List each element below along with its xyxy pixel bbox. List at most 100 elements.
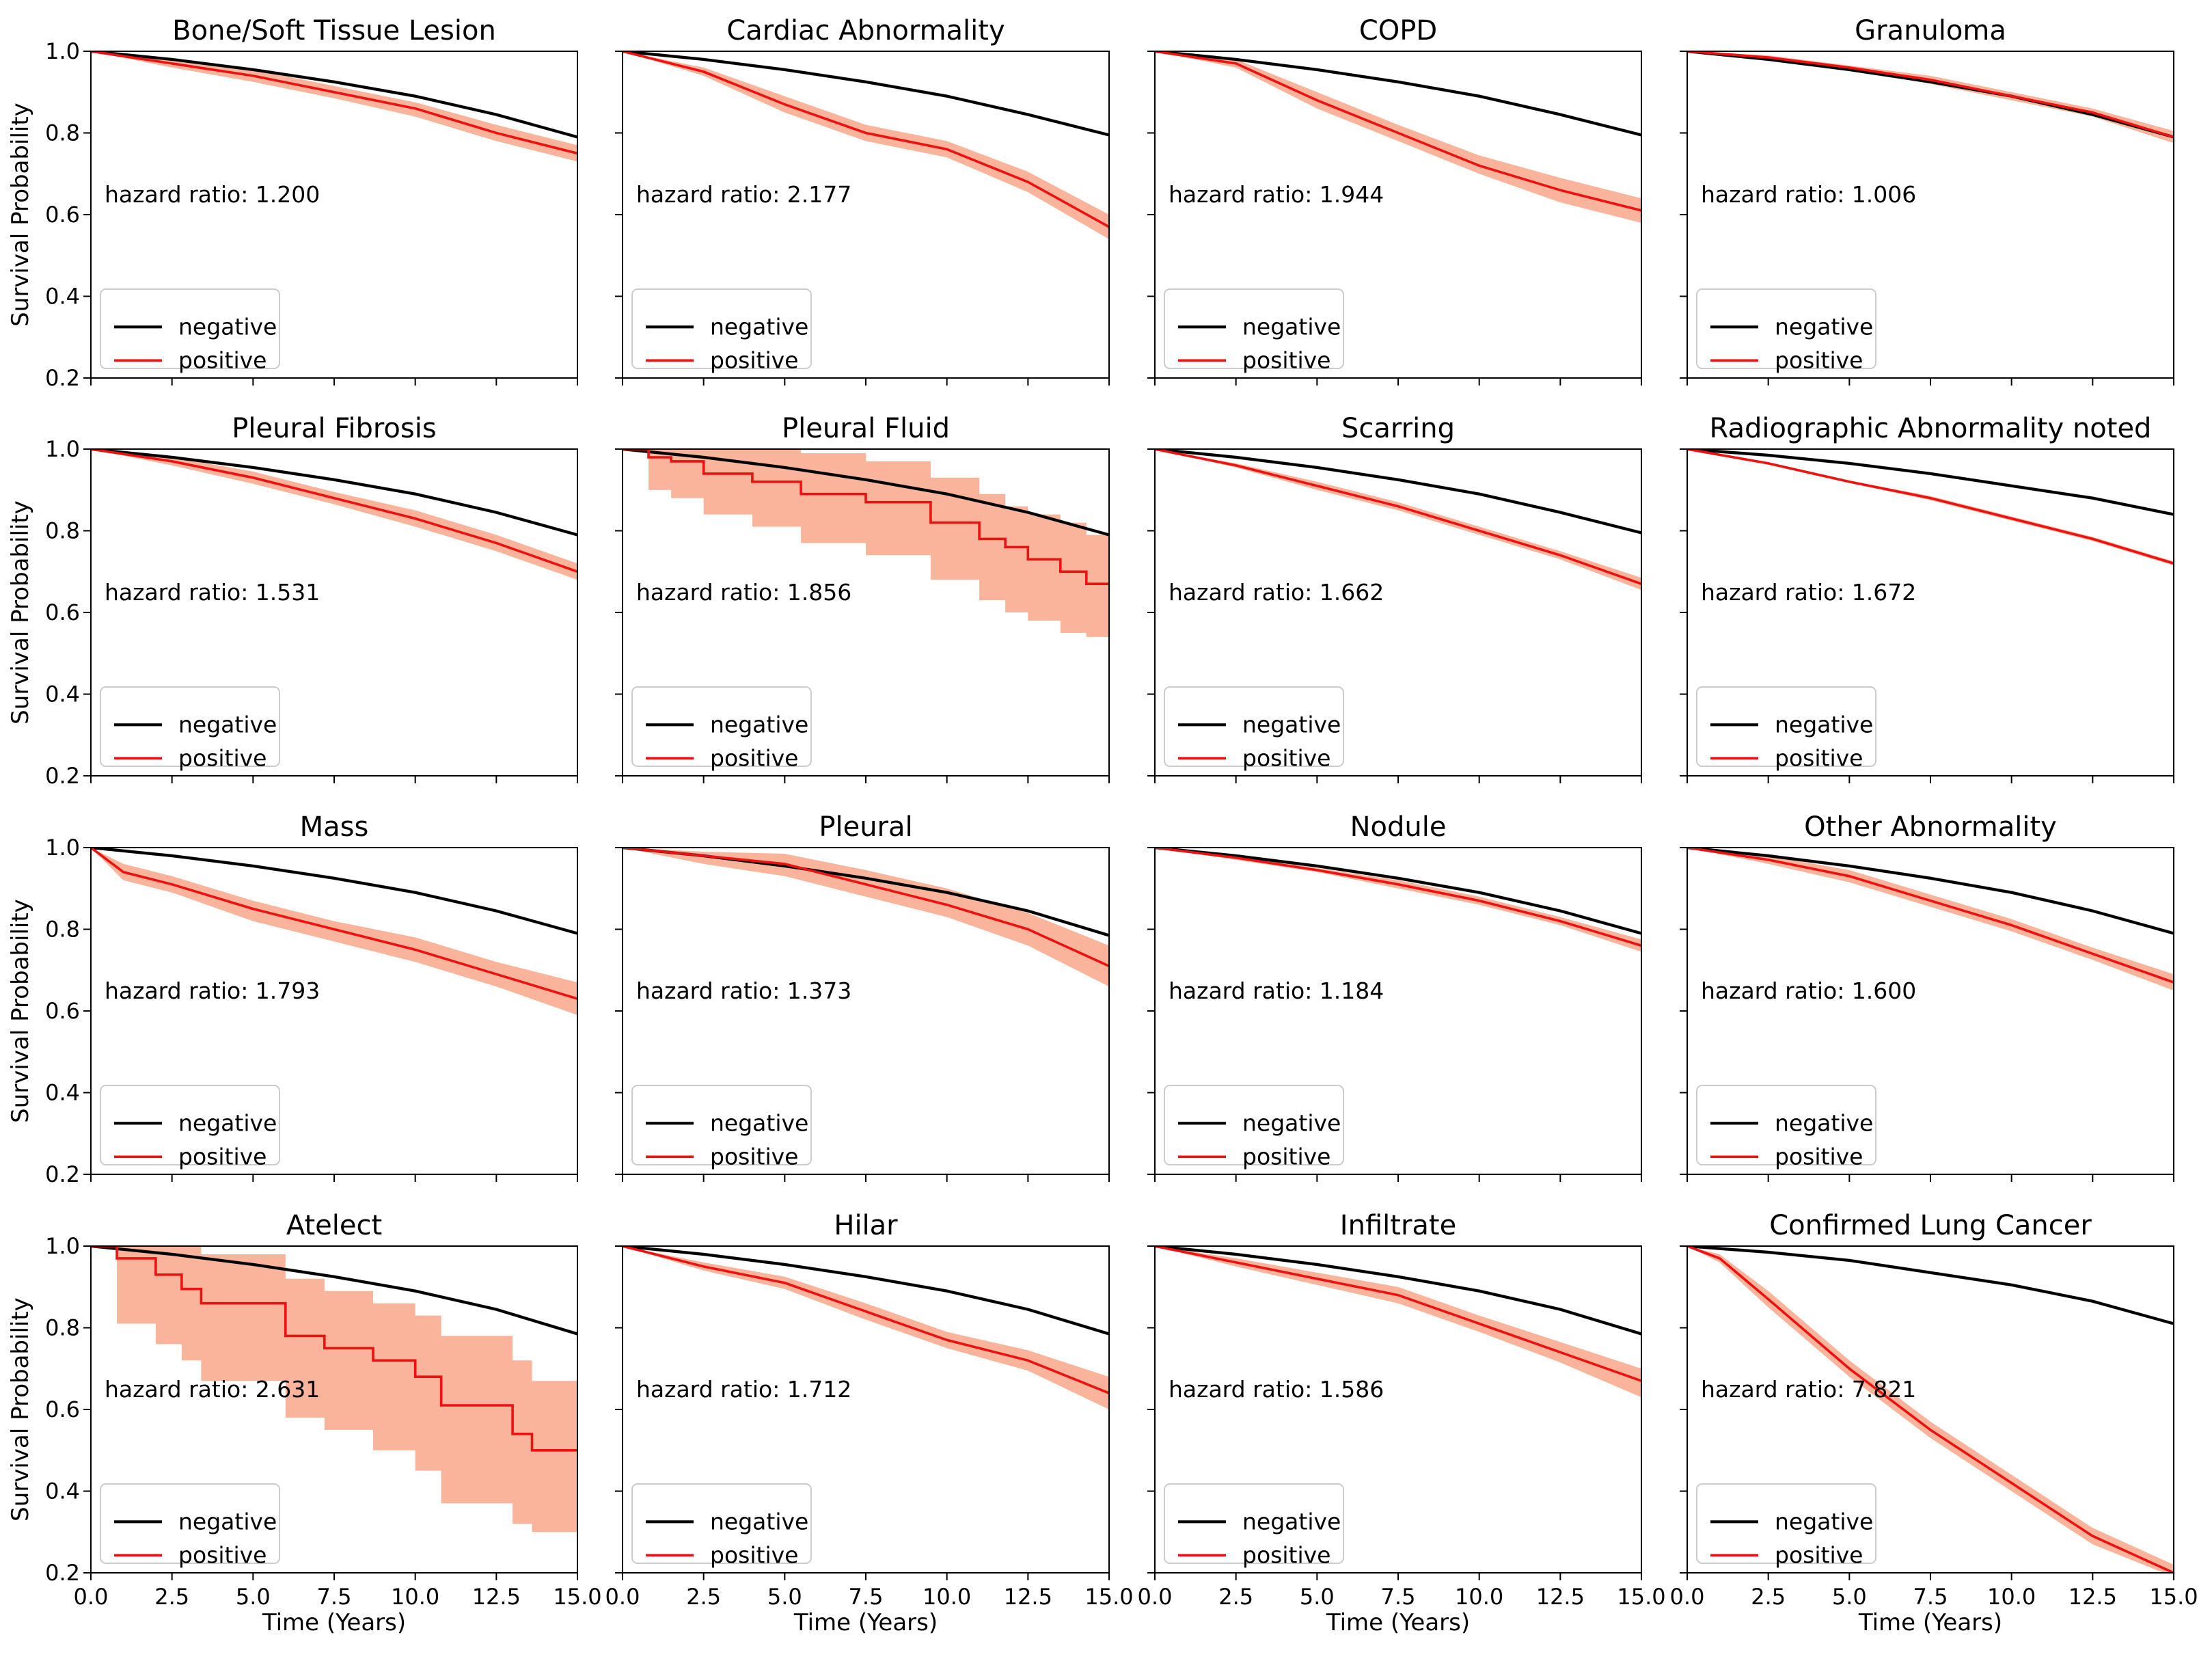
legend-positive-label: positive [1775, 744, 1863, 771]
y-tick-label: 0.2 [45, 365, 80, 391]
x-tick-label: 5.0 [236, 1584, 271, 1610]
legend-box [1164, 288, 1344, 369]
legend-positive-label: positive [710, 744, 798, 771]
y-axis-label: Survival Probability [7, 103, 34, 327]
hazard-ratio-text: hazard ratio: 1.600 [1701, 977, 1916, 1004]
negative-curve [623, 449, 1109, 537]
panel: Atelect 0.2 0.4 0.6 0.8 1.0 0.0 2.5 5.0 7.5 10.0 12… [7, 1210, 602, 1636]
legend: negative positive [100, 288, 280, 373]
y-axis-label: Survival Probability [7, 500, 34, 725]
panel-title: Cardiac Abnormality [726, 15, 1005, 46]
panel-title: Confirmed Lung Cancer [1769, 1210, 2092, 1241]
legend-box [1696, 1483, 1876, 1564]
positive-confidence-band [91, 848, 577, 1015]
legend-box [631, 288, 812, 369]
x-tick-label: 7.5 [1913, 1584, 1948, 1610]
y-tick-label: 0.4 [45, 681, 80, 707]
y-tick-label: 0.4 [45, 284, 80, 310]
x-tick-label: 10.0 [923, 1584, 971, 1610]
positive-confidence-band [91, 1246, 577, 1532]
x-tick-label: 7.5 [849, 1584, 884, 1610]
panel-title: Pleural [819, 811, 912, 843]
legend: negative positive [100, 686, 280, 771]
plot-area [1687, 1246, 2174, 1573]
panel-title: Bone/Soft Tissue Lesion [172, 15, 496, 46]
y-tick-label: 0.2 [45, 1560, 80, 1586]
x-axis-label: Time (Years) [1858, 1609, 2002, 1636]
x-tick-label: 7.5 [1381, 1584, 1416, 1610]
x-tick-label: 5.0 [767, 1584, 802, 1610]
x-tick-label: 10.0 [1987, 1584, 2036, 1610]
hazard-ratio-text: hazard ratio: 1.662 [1169, 579, 1384, 606]
negative-curve [1687, 848, 2174, 935]
x-axis-label: Time (Years) [1326, 1609, 1470, 1636]
panel-title: Scarring [1341, 413, 1455, 444]
legend: negative positive [1696, 686, 1876, 771]
legend-negative-label: negative [1775, 1109, 1873, 1136]
negative-curve [1155, 848, 1641, 935]
legend-negative-label: negative [178, 1109, 277, 1136]
hazard-ratio-text: hazard ratio: 1.944 [1169, 181, 1384, 208]
plot-area [91, 1246, 577, 1532]
x-tick-label: 10.0 [391, 1584, 439, 1610]
x-tick-label: 15.0 [1084, 1584, 1133, 1610]
negative-curve [91, 51, 577, 139]
panel: Scarring hazard ratio: 1.662 negative posit… [1147, 413, 1642, 783]
x-tick-label: 5.0 [1832, 1584, 1867, 1610]
positive-curve [623, 449, 1109, 585]
legend: negative positive [1164, 686, 1344, 771]
x-tick-label: 2.5 [1751, 1584, 1786, 1610]
panel: Confirmed Lung Cancer 0.0 2.5 5.0 7.5 10.0 12.… [1670, 1210, 2198, 1636]
legend: negative positive [631, 1483, 812, 1568]
panel: Radiographic Abnormality noted hazard rat… [1680, 413, 2174, 783]
plot-area [91, 848, 577, 1015]
x-tick-label: 0.0 [1138, 1584, 1173, 1610]
x-tick-label: 12.5 [2068, 1584, 2117, 1610]
positive-confidence-band [623, 449, 1109, 637]
legend-positive-label: positive [1242, 1143, 1330, 1170]
legend: negative positive [1164, 1483, 1344, 1568]
legend: negative positive [631, 1085, 812, 1170]
y-axis-label: Survival Probability [7, 1297, 34, 1522]
panel: Pleural hazard ratio: 1.373 negative positi… [615, 811, 1110, 1182]
legend: negative positive [1164, 1085, 1344, 1170]
hazard-ratio-text: hazard ratio: 1.006 [1701, 181, 1916, 208]
x-tick-label: 12.5 [472, 1584, 521, 1610]
legend-box [100, 1483, 280, 1564]
legend-negative-label: negative [178, 711, 277, 738]
negative-curve [1155, 449, 1641, 535]
panel: Granuloma hazard ratio: 1.006 negative posi… [1680, 15, 2174, 386]
y-tick-label: 1.0 [45, 38, 80, 64]
hazard-ratio-text: hazard ratio: 1.531 [105, 579, 320, 606]
positive-curve [1155, 848, 1641, 947]
panel-title: Hilar [834, 1210, 898, 1241]
y-tick-label: 1.0 [45, 436, 80, 462]
positive-curve [1155, 449, 1641, 585]
plot-area [623, 51, 1109, 239]
positive-curve [91, 449, 577, 573]
legend-negative-label: negative [710, 711, 808, 738]
x-tick-label: 2.5 [1218, 1584, 1253, 1610]
y-tick-label: 0.6 [45, 998, 80, 1024]
x-tick-label: 15.0 [1617, 1584, 1665, 1610]
y-tick-label: 0.2 [45, 1161, 80, 1187]
hazard-ratio-text: hazard ratio: 1.672 [1701, 579, 1916, 606]
y-tick-label: 0.8 [45, 518, 80, 544]
legend: negative positive [1696, 1483, 1876, 1568]
plot-area [1155, 1246, 1641, 1398]
x-tick-label: 12.5 [1536, 1584, 1585, 1610]
panel-title: Radiographic Abnormality noted [1710, 413, 2152, 444]
panel: COPD hazard ratio: 1.944 negative positive [1147, 15, 1642, 386]
hazard-ratio-text: hazard ratio: 1.373 [636, 977, 851, 1004]
negative-curve [623, 51, 1109, 137]
hazard-ratio-text: hazard ratio: 1.793 [105, 977, 320, 1004]
plot-area [91, 51, 577, 162]
legend-positive-label: positive [710, 1541, 798, 1568]
y-tick-label: 0.4 [45, 1478, 80, 1504]
negative-curve [91, 449, 577, 537]
positive-curve [91, 1246, 577, 1452]
positive-curve [1687, 848, 2174, 984]
panel: Infiltrate 0.0 2.5 5.0 7.5 10.0 12.5 15.0 Time (… [1138, 1210, 1666, 1636]
legend-negative-label: negative [710, 1508, 808, 1535]
legend-positive-label: positive [710, 1143, 798, 1170]
